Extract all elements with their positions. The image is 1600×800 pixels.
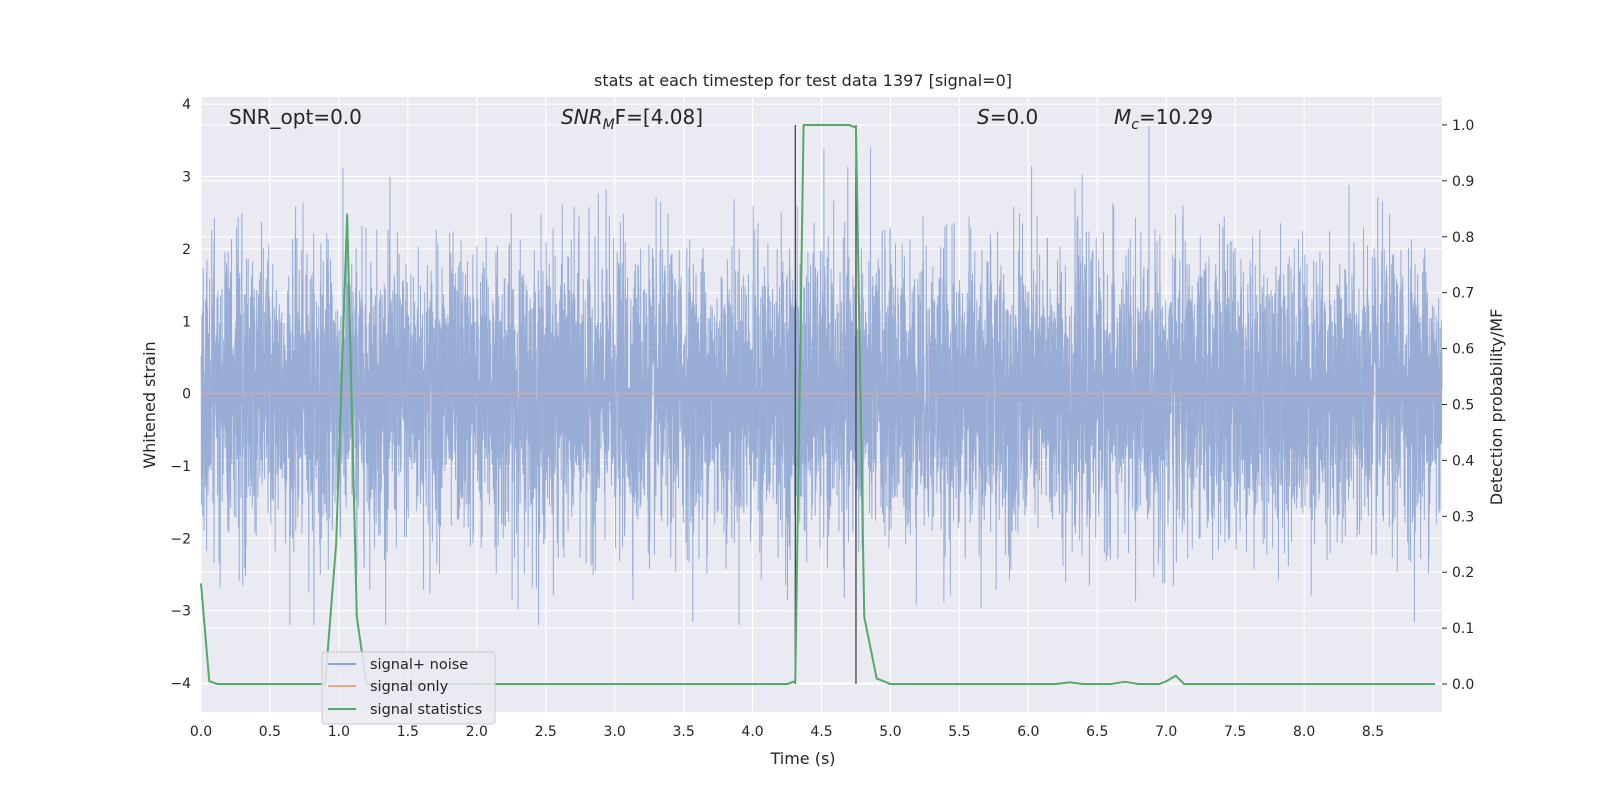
x-tick-label: 4.5: [810, 724, 832, 740]
x-axis-ticks: 0.0 0.5 1.0 1.5 2.0 2.5 3.0 3.5 4.0 4.5 5.0 5.5 6.0 6…: [190, 724, 1384, 740]
annotation-s: S=0.0: [977, 105, 1038, 129]
annotation-s-italic: S: [977, 105, 990, 129]
left-y-tick-label: 3: [182, 170, 191, 186]
signal-noise-line: [200, 125, 1443, 626]
legend-label-signal-only: signal only: [370, 679, 449, 695]
right-y-tick-label: 0.5: [1452, 398, 1474, 414]
legend-box: [321, 651, 496, 725]
left-y-tick-label: 1: [182, 314, 191, 330]
x-tick-label: 8.5: [1362, 724, 1384, 740]
left-y-tick-label: −3: [170, 604, 191, 620]
chart-title: stats at each timestep for test data 139…: [594, 71, 1012, 90]
left-y-tick-label: −2: [170, 531, 191, 547]
left-y-tick-label: −1: [170, 459, 191, 475]
x-tick-label: 4.0: [741, 724, 763, 740]
annotation-mc-rest: =10.29: [1139, 105, 1213, 129]
x-tick-label: 8.0: [1293, 724, 1315, 740]
signal-noise-series: [200, 125, 1443, 626]
right-y-tick-label: 0.4: [1452, 453, 1474, 469]
annotation-snr-mf: SNRMF=[4.08]: [561, 105, 703, 133]
x-axis-title: Time (s): [769, 749, 835, 768]
right-y-tick-label: 0.6: [1452, 342, 1474, 358]
legend-label-signal-noise: signal+ noise: [370, 657, 468, 673]
annotation-snr-opt: SNR_opt=0.0: [229, 105, 362, 129]
x-tick-label: 5.0: [879, 724, 901, 740]
x-tick-label: 6.5: [1086, 724, 1108, 740]
right-y-tick-label: 0.2: [1452, 565, 1474, 581]
x-tick-label: 0.0: [190, 724, 212, 740]
x-tick-label: 0.5: [259, 724, 281, 740]
annotation-mc-sub: c: [1131, 117, 1139, 133]
signal-statistics-series: [200, 123, 1436, 686]
right-y-tick-label: 0.0: [1452, 677, 1474, 693]
signal-statistics-line: [200, 123, 1436, 686]
annotation-snr-mf-main: SNR: [561, 105, 603, 129]
legend: signal+ noise signal only signal statist…: [321, 651, 496, 725]
right-y-tick-label: 1.0: [1452, 118, 1474, 134]
x-tick-label: 2.0: [466, 724, 488, 740]
right-y-axis-title: Detection probability/MF: [1487, 309, 1506, 506]
x-tick-label: 7.5: [1224, 724, 1246, 740]
x-tick-label: 3.5: [672, 724, 694, 740]
right-y-tick-label: 0.7: [1452, 286, 1474, 302]
x-tick-label: 6.0: [1017, 724, 1039, 740]
left-y-axis-title: Whitened strain: [140, 341, 159, 468]
annotation-snr-mf-sub: M: [603, 117, 615, 133]
right-y-tick-label: 0.3: [1452, 509, 1474, 525]
right-y-axis-ticks: 1.0 0.9 0.8 0.7 0.6 0.5 0.4 0.3 0.2 0.1 0.0: [1442, 118, 1474, 693]
x-tick-label: 1.5: [397, 724, 419, 740]
x-tick-label: 5.5: [948, 724, 970, 740]
annotation-mc-italic: M: [1114, 105, 1131, 129]
left-y-tick-label: −4: [170, 676, 191, 692]
annotation-s-rest: =0.0: [990, 105, 1039, 129]
left-y-axis-ticks: 4 3 2 1 0 −1 −2 −3 −4: [170, 97, 191, 692]
x-tick-label: 3.0: [604, 724, 626, 740]
right-y-tick-label: 0.1: [1452, 621, 1474, 637]
vertical-markers: [794, 124, 857, 685]
left-y-tick-label: 2: [182, 242, 191, 258]
x-tick-label: 7.0: [1155, 724, 1177, 740]
right-y-tick-label: 0.8: [1452, 230, 1474, 246]
right-y-tick-label: 0.9: [1452, 174, 1474, 190]
x-tick-label: 2.5: [535, 724, 557, 740]
legend-label-signal-statistics: signal statistics: [370, 702, 482, 718]
annotation-mc: Mc=10.29: [1114, 105, 1213, 133]
left-y-tick-label: 0: [182, 387, 191, 403]
annotation-snr-mf-rest: F=[4.08]: [615, 105, 703, 129]
left-y-tick-label: 4: [182, 97, 191, 113]
x-tick-label: 1.0: [328, 724, 350, 740]
